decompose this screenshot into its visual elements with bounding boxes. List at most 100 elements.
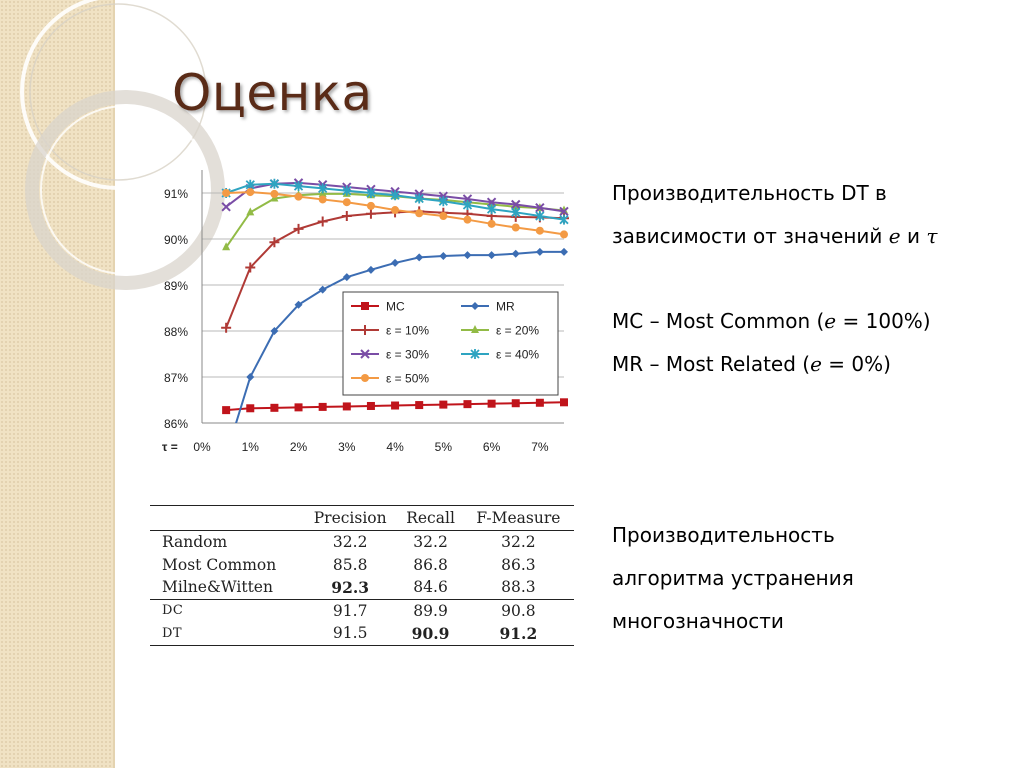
series-0-point xyxy=(318,402,327,411)
series-6-point xyxy=(270,189,279,198)
legend-swatch-marker xyxy=(360,325,370,335)
series-2-point xyxy=(317,216,328,227)
x-tick-label: 0% xyxy=(193,440,211,454)
table-description-line1: Производительность xyxy=(612,523,835,547)
series-1-point xyxy=(535,247,544,256)
series-6-point xyxy=(366,201,375,210)
row-recall: 32.2 xyxy=(413,533,448,552)
header-precision: Precision xyxy=(302,505,399,531)
series-6-point xyxy=(487,219,496,228)
series-0-point xyxy=(560,398,568,407)
y-tick-label: 86% xyxy=(164,417,188,431)
legend-swatch-marker xyxy=(471,302,479,310)
series-6-point xyxy=(560,230,568,239)
series-0-point xyxy=(342,402,351,411)
row-fmeasure: 90.8 xyxy=(501,601,536,620)
y-tick-label: 91% xyxy=(164,187,188,201)
legend-swatch-marker xyxy=(471,325,479,333)
x-tick-label: 3% xyxy=(338,440,356,454)
series-1-point xyxy=(270,327,279,335)
chart-description-line2: зависимости от значений e и τ xyxy=(612,224,938,248)
row-method: DC xyxy=(162,603,184,619)
table-description: Производительность алгоритма устранения … xyxy=(612,514,854,643)
series-1-point xyxy=(511,249,520,258)
series-5-point xyxy=(414,193,424,204)
series-1-point xyxy=(487,251,496,260)
header-fmeasure: F-Measure xyxy=(462,505,574,531)
series-5-point xyxy=(559,214,569,225)
legend-notes: MC – Most Common (e = 100%) MR – Most Re… xyxy=(612,300,931,386)
legend-entry: ε = 30% xyxy=(386,348,429,362)
table-description-line3: многозначности xyxy=(612,609,784,633)
series-4-point xyxy=(535,203,545,213)
legend-entry: ε = 20% xyxy=(496,324,539,338)
x-tick-label: 7% xyxy=(531,440,549,454)
series-0-point xyxy=(535,398,544,407)
series-0-point xyxy=(439,400,448,409)
legend-box xyxy=(342,291,559,396)
series-1-point xyxy=(391,258,400,267)
header-method xyxy=(150,505,302,531)
chart-description: Производительность DT в зависимости от з… xyxy=(612,172,937,258)
x-tick-label: 4% xyxy=(386,440,404,454)
series-0-point xyxy=(294,403,303,412)
legend-entry: MC xyxy=(386,300,405,314)
series-6-point xyxy=(222,189,231,197)
row-fmeasure: 86.3 xyxy=(501,555,536,574)
legend-swatch-marker xyxy=(360,349,370,359)
variable-tau: τ xyxy=(926,224,938,248)
series-4-point xyxy=(511,199,521,210)
slide-title: Оценка xyxy=(172,64,373,122)
series-0-point xyxy=(511,399,520,408)
series-4-point xyxy=(559,206,569,217)
legend-swatch-marker xyxy=(361,302,369,310)
series-1-point xyxy=(366,265,375,274)
series-1-point xyxy=(463,251,472,260)
series-5-point xyxy=(390,190,400,201)
series-0-point xyxy=(222,406,231,415)
series-2-point xyxy=(245,262,256,273)
table-row: DC 91.7 89.9 90.8 xyxy=(150,599,574,622)
x-tick-label: 2% xyxy=(290,440,308,454)
series-2-point xyxy=(221,322,232,333)
row-fmeasure: 91.2 xyxy=(462,622,574,646)
variable-e: e xyxy=(888,224,901,248)
table-row: Milne&Witten 92.3 84.6 88.3 xyxy=(150,576,574,600)
series-0-point xyxy=(246,404,255,413)
series-5-point xyxy=(342,185,352,196)
series-1-point xyxy=(294,300,303,309)
header-recall: Recall xyxy=(398,505,463,531)
series-6-point xyxy=(511,223,520,232)
legend-entry: ε = 40% xyxy=(496,348,539,362)
table-row: DT 91.5 90.9 91.2 xyxy=(150,622,574,646)
table-description-line2: алгоритма устранения xyxy=(612,566,854,590)
legend-entry: ε = 50% xyxy=(386,372,429,386)
mr-note: MR – Most Related (e = 0%) xyxy=(612,352,891,376)
series-3-point xyxy=(222,242,231,251)
series-5-point xyxy=(318,183,328,194)
series-0-point xyxy=(270,403,279,412)
row-method: Random xyxy=(162,533,228,552)
row-recall: 89.9 xyxy=(413,601,448,620)
series-6-point xyxy=(391,206,400,215)
row-precision: 85.8 xyxy=(332,555,368,574)
series-5-point xyxy=(462,199,473,210)
legend-swatch-marker xyxy=(361,374,369,382)
row-recall: 84.6 xyxy=(398,576,463,600)
series-1-point xyxy=(439,252,448,261)
row-precision: 92.3 xyxy=(302,576,399,600)
row-precision: 32.2 xyxy=(332,533,368,552)
x-tick-label: 6% xyxy=(483,440,501,454)
series-6-point xyxy=(246,188,255,197)
series-1-point xyxy=(560,247,568,256)
x-tick-label: 5% xyxy=(435,440,453,454)
series-1-point xyxy=(246,373,255,381)
series-0-point xyxy=(391,401,400,410)
x-tick-label: 1% xyxy=(242,440,260,454)
series-2-point xyxy=(365,208,376,219)
series-6-point xyxy=(342,198,351,207)
series-4-point xyxy=(221,202,231,212)
series-1-point xyxy=(415,253,424,262)
series-5-point xyxy=(486,204,497,215)
series-2-point xyxy=(293,223,304,234)
